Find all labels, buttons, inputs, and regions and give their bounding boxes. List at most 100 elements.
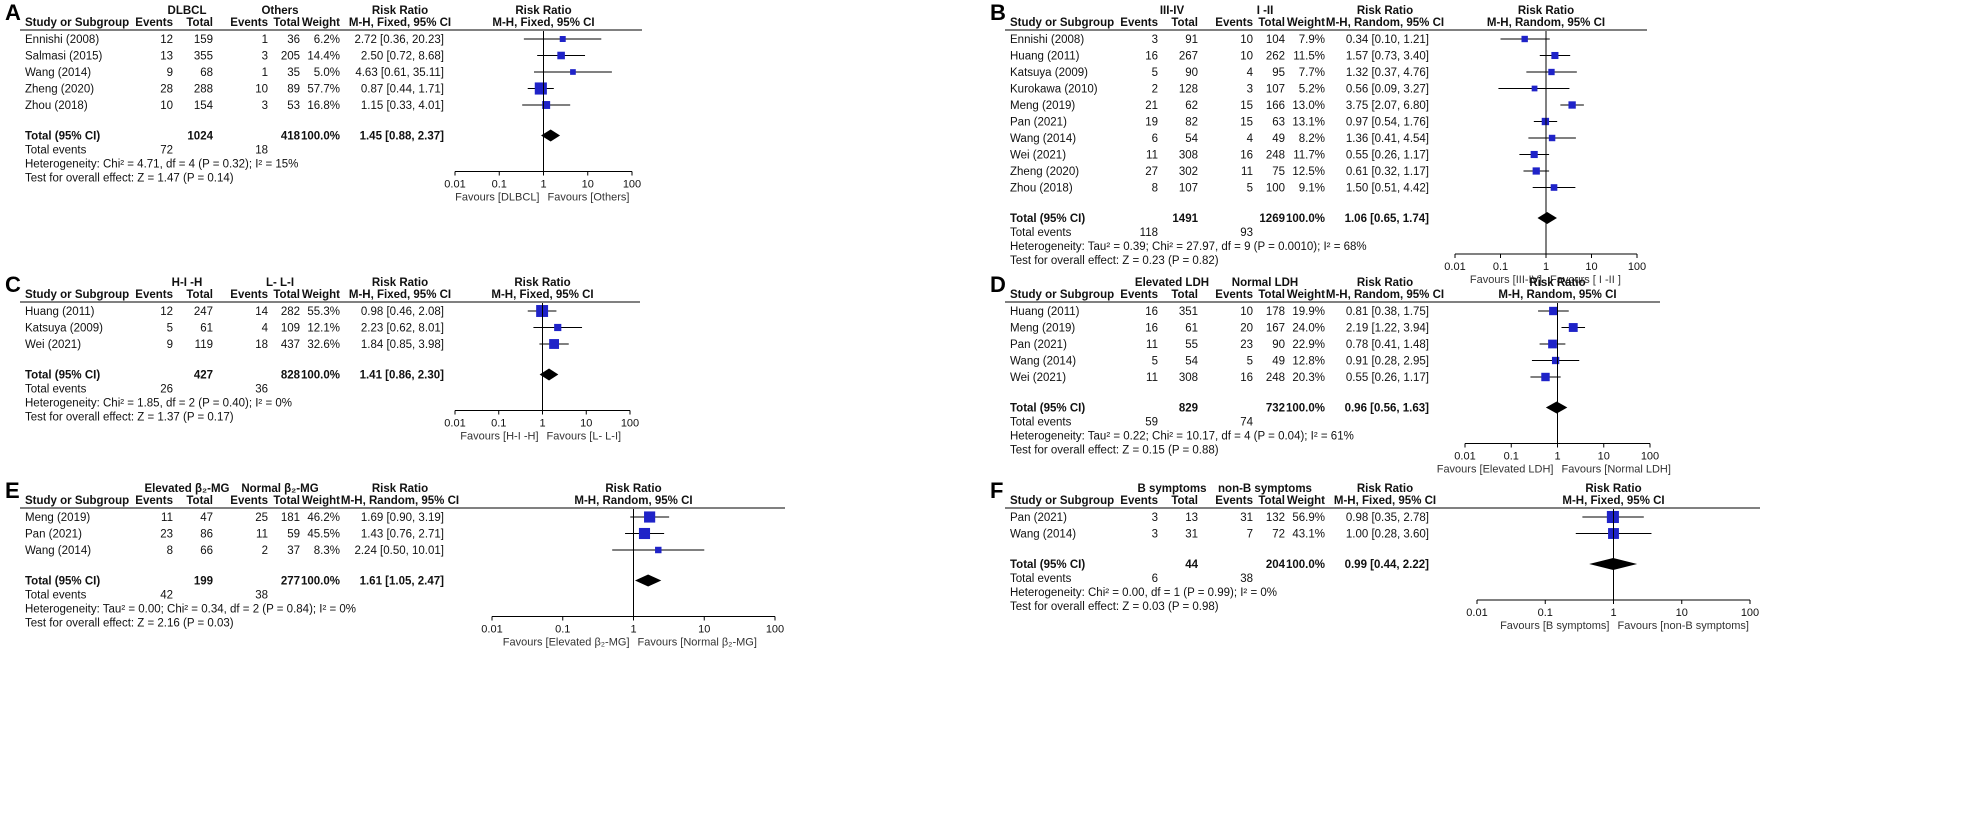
overall-effect-text: Test for overall effect: Z = 0.03 (P = 0…	[1010, 601, 1219, 613]
favours-right-label: Favours [Normal LDH]	[1562, 464, 1671, 476]
study-risk-ratio: 2.24 [0.50, 10.01]	[354, 545, 444, 557]
study-square	[1548, 134, 1556, 142]
favours-right-label: Favours [Normal β₂-MG]	[638, 637, 757, 649]
study-risk-ratio: 2.19 [1.22, 3.94]	[1346, 323, 1429, 335]
total-group1: 66	[200, 545, 213, 557]
events-group1: 16	[1145, 306, 1158, 318]
overall-effect-text: Test for overall effect: Z = 1.47 (P = 0…	[25, 173, 234, 185]
events-group2: 10	[1240, 51, 1253, 63]
total-group1: 47	[200, 512, 213, 524]
total1-column-header: Total	[186, 17, 213, 29]
events-group2: 10	[255, 84, 268, 96]
events-group1: 16	[1145, 323, 1158, 335]
total-n-group2: 277	[281, 576, 300, 588]
x-axis-tick-label: 1	[1610, 607, 1616, 619]
group1-header: III-IV	[1160, 5, 1185, 17]
study-square	[542, 101, 551, 109]
events-group1: 5	[167, 323, 173, 335]
x-axis-tick-label: 0.1	[1504, 451, 1519, 463]
forest-panel-e: E Elevated β₂-MG Normal β₂-MG Risk Ratio Stu…	[0, 478, 980, 738]
x-axis-tick-label: 100	[623, 179, 641, 191]
forest-plot-svg: A DLBCL Others Risk Ratio Study or Subgroup E…	[5, 0, 642, 204]
forest-panel-c: C H-I -H L- L-I Risk Ratio Study or Subgroup…	[0, 272, 980, 532]
total1-column-header: Total	[186, 495, 213, 507]
total-group2: 132	[1266, 512, 1285, 524]
heterogeneity-text: Heterogeneity: Tau² = 0.00; Chi² = 0.34,…	[25, 604, 356, 616]
total-risk-ratio: 1.45 [0.88, 2.37]	[360, 131, 445, 143]
study-square	[1606, 510, 1619, 524]
overall-effect-text: Test for overall effect: Z = 1.37 (P = 0…	[25, 412, 234, 424]
weight-column-header: Weight	[1287, 17, 1325, 29]
total-group1: 351	[1179, 306, 1198, 318]
events-group1: 5	[1152, 67, 1158, 79]
total-events-group2: 93	[1240, 227, 1253, 239]
x-axis-tick-label: 100	[766, 624, 784, 636]
total-label: Total (95% CI)	[1010, 213, 1085, 225]
x-axis-tick-label: 1	[1554, 451, 1560, 463]
rr-column-method: M-H, Random, 95% CI	[341, 495, 459, 507]
events-group2: 3	[262, 100, 268, 112]
total-risk-ratio: 0.99 [0.44, 2.22]	[1345, 559, 1430, 571]
overall-effect-text: Test for overall effect: Z = 2.16 (P = 0…	[25, 618, 234, 630]
favours-left-label: Favours [Elevated LDH]	[1437, 464, 1554, 476]
study-risk-ratio: 2.50 [0.72, 8.68]	[361, 51, 444, 63]
weight-column-header: Weight	[1287, 289, 1325, 301]
total1-column-header: Total	[186, 289, 213, 301]
favours-right-label: Favours [L- L-I]	[547, 431, 622, 443]
total2-column-header: Total	[1258, 289, 1285, 301]
total-group1: 13	[1185, 512, 1198, 524]
study-risk-ratio: 0.98 [0.35, 2.78]	[1346, 512, 1429, 524]
favours-left-label: Favours [H-I -H]	[460, 431, 538, 443]
study-square	[1568, 323, 1578, 332]
study-weight: 55.3%	[307, 306, 340, 318]
x-axis-tick-label: 10	[698, 624, 710, 636]
study-name: Pan (2021)	[1010, 117, 1067, 129]
study-square	[1521, 35, 1528, 43]
x-axis-tick-label: 100	[621, 418, 639, 430]
study-weight: 14.4%	[307, 51, 340, 63]
study-risk-ratio: 0.81 [0.38, 1.75]	[1346, 306, 1429, 318]
study-weight: 5.2%	[1299, 84, 1325, 96]
study-risk-ratio: 1.00 [0.28, 3.60]	[1346, 529, 1429, 541]
total-group2: 36	[287, 34, 300, 46]
panel-label: F	[990, 478, 1003, 503]
total-weight: 100.0%	[1286, 559, 1325, 571]
study-square	[1530, 150, 1538, 159]
study-name: Kurokawa (2010)	[1010, 84, 1098, 96]
total-group1: 119	[195, 339, 213, 351]
events2-column-header: Events	[230, 289, 268, 301]
x-axis-tick-label: 0.01	[444, 418, 465, 430]
total-group1: 302	[1179, 166, 1198, 178]
study-weight: 12.5%	[1292, 166, 1325, 178]
total-group2: 437	[281, 339, 300, 351]
summary-diamond	[634, 574, 662, 587]
study-weight: 24.0%	[1292, 323, 1325, 335]
total-label: Total (95% CI)	[1010, 403, 1085, 415]
total-events-group1: 118	[1140, 227, 1158, 239]
total-group2: 248	[1266, 150, 1285, 162]
total-weight: 100.0%	[301, 370, 340, 382]
group2-header: I -II	[1257, 5, 1274, 17]
forest-panel-b: B III-IV I -II Risk Ratio Study or Subgroup E…	[985, 0, 1965, 286]
events-group2: 7	[1247, 529, 1253, 541]
total-events-label: Total events	[1010, 227, 1072, 239]
study-square	[1551, 356, 1560, 365]
x-axis-tick-label: 1	[1543, 261, 1549, 273]
study-square	[1541, 372, 1550, 382]
total-weight: 100.0%	[301, 131, 340, 143]
total-group1: 82	[1185, 117, 1198, 129]
study-name: Katsuya (2009)	[25, 323, 103, 335]
study-square	[1551, 51, 1559, 60]
study-weight: 32.6%	[307, 339, 340, 351]
total-group1: 288	[194, 84, 213, 96]
study-column-header: Study or Subgroup	[25, 495, 129, 507]
overall-effect-text: Test for overall effect: Z = 0.15 (P = 0…	[1010, 445, 1219, 457]
total-group2: 49	[1272, 356, 1285, 368]
favours-left-label: Favours [B symptoms]	[1500, 620, 1609, 632]
study-column-header: Study or Subgroup	[1010, 495, 1114, 507]
total-events-label: Total events	[25, 590, 87, 602]
favours-right-label: Favours [non-B symptoms]	[1618, 620, 1749, 632]
events-group2: 16	[1240, 150, 1253, 162]
total-n-group2: 828	[281, 370, 301, 382]
plot-method: M-H, Fixed, 95% CI	[1562, 495, 1664, 507]
